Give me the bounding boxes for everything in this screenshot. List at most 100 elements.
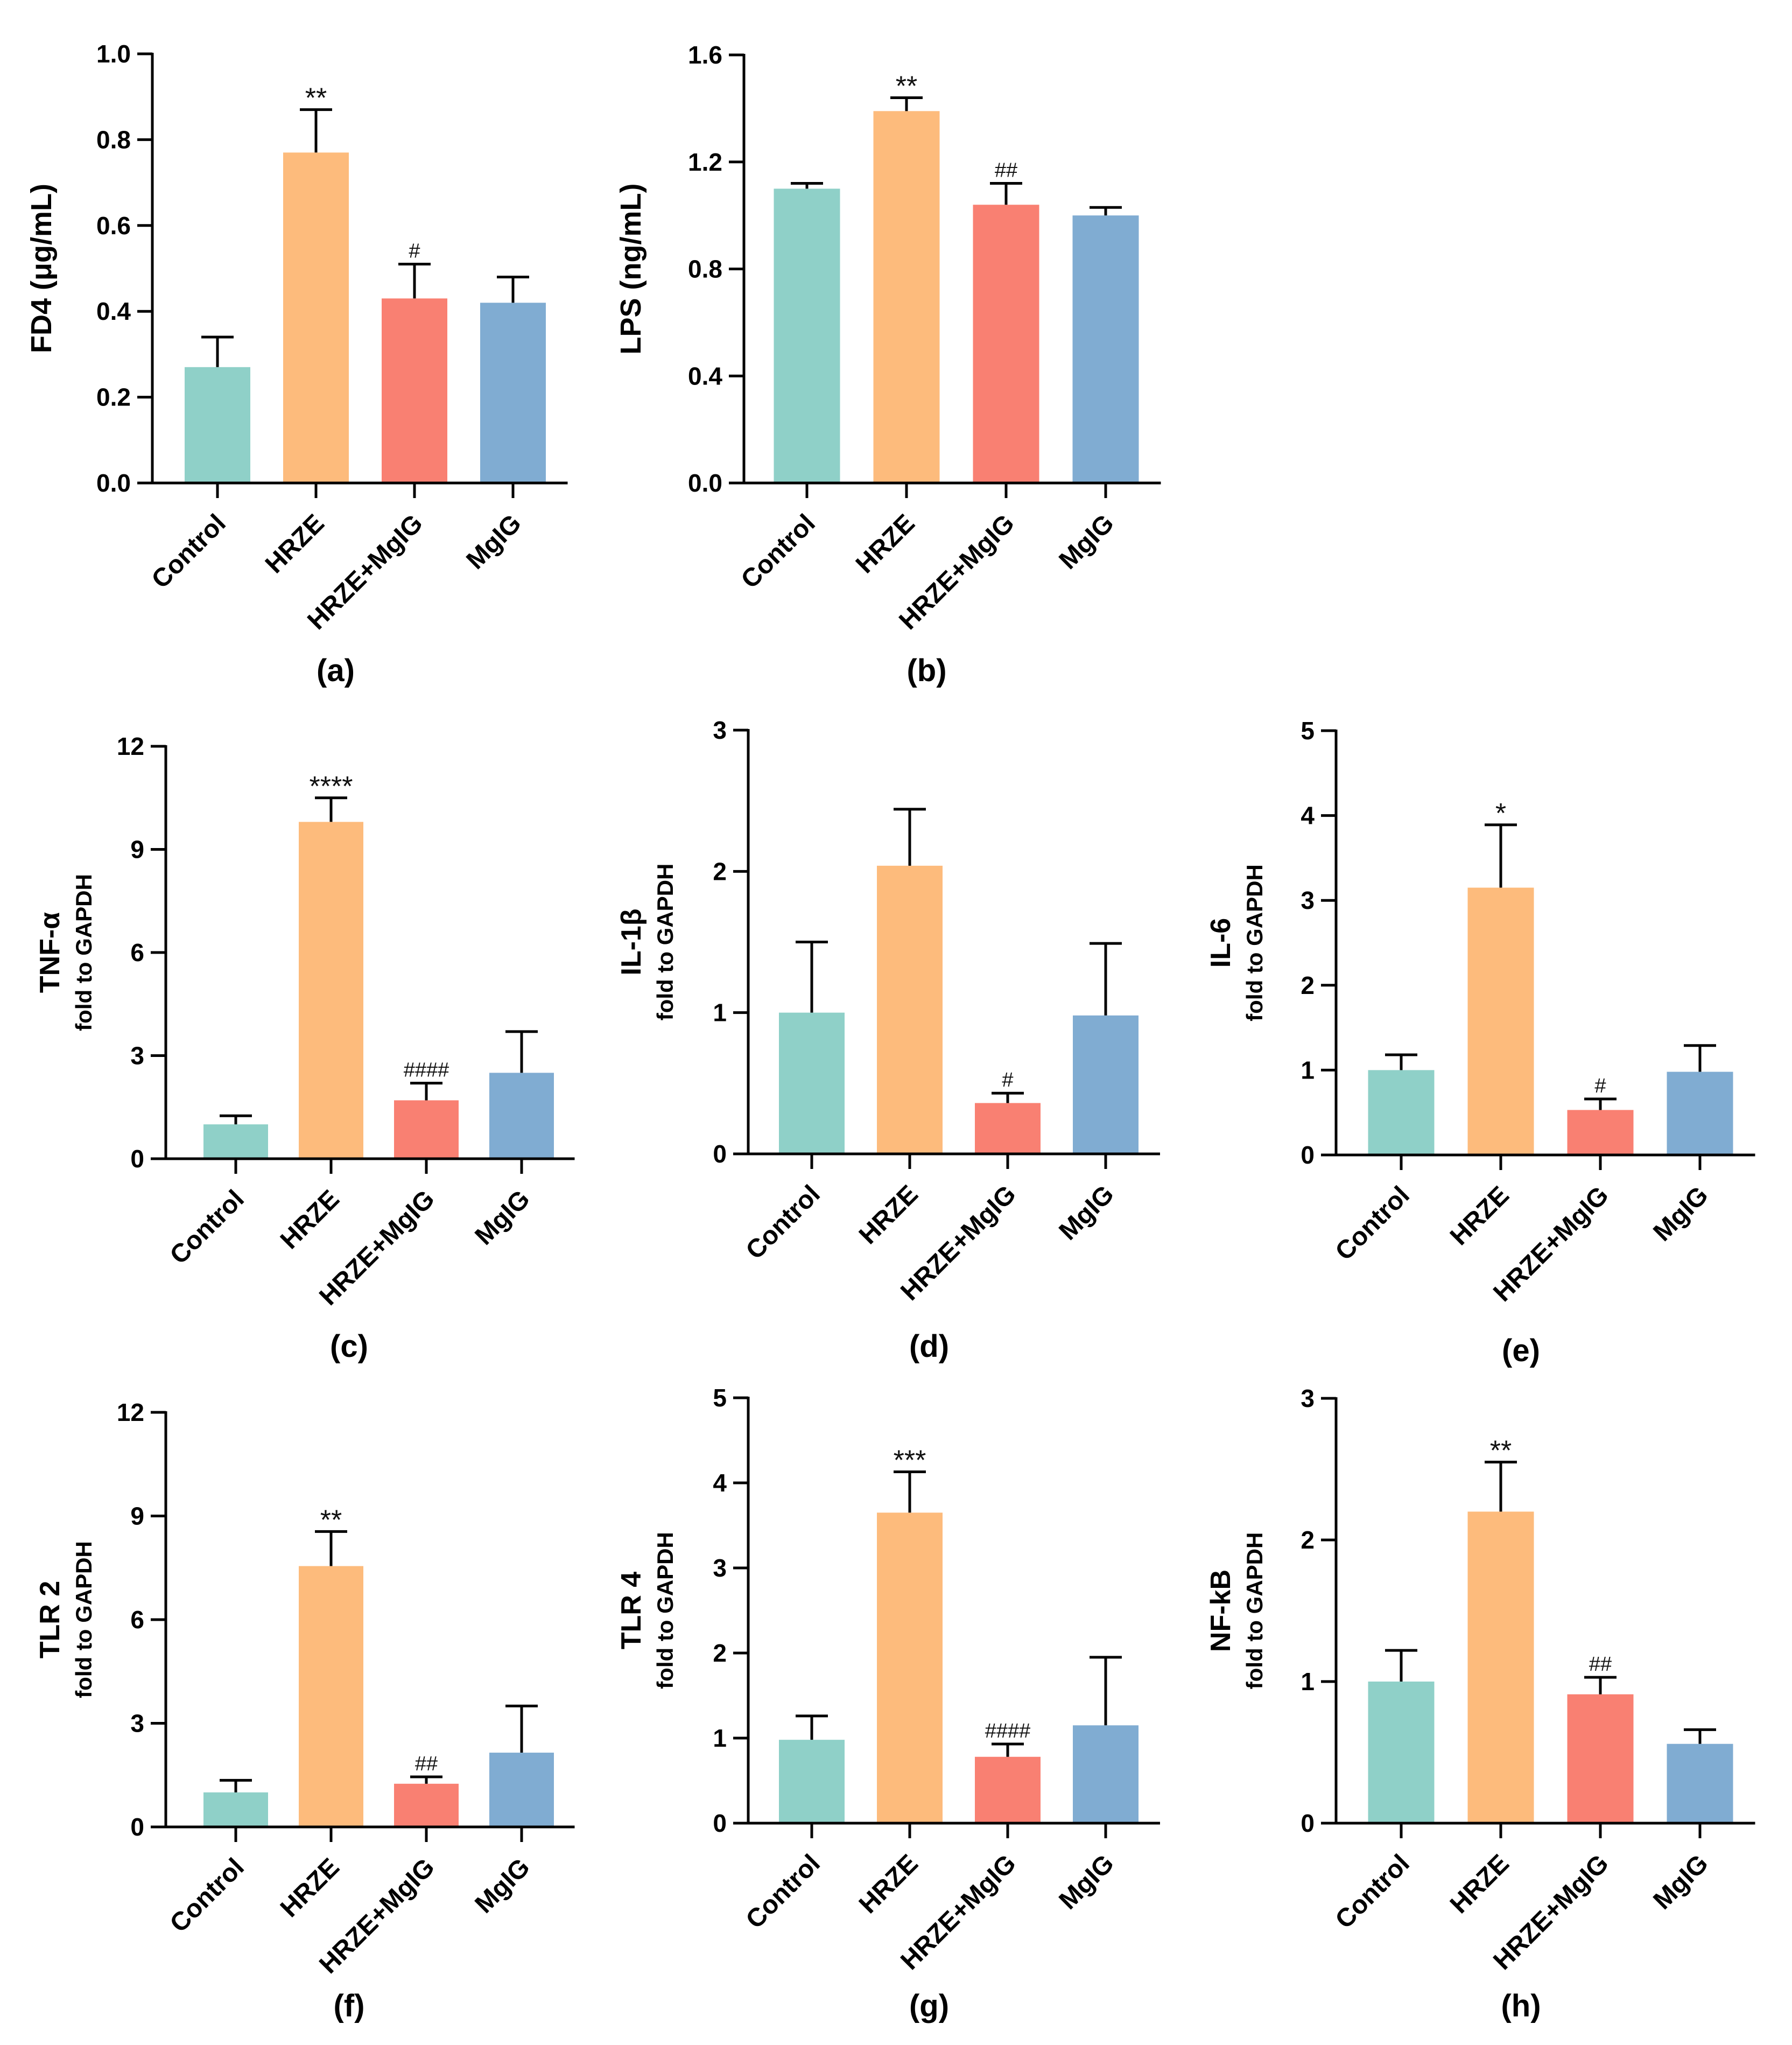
- x-tick-label: HRZE: [1445, 1849, 1515, 1919]
- y-tick-label: 0.2: [96, 383, 131, 411]
- error-bar: [992, 1091, 1024, 1103]
- x-tick-label: HRZE: [854, 1180, 924, 1250]
- bar-control: [203, 1792, 268, 1827]
- error-bar: [300, 108, 332, 153]
- y-axis-title: TLR 4: [616, 1572, 647, 1650]
- significance-mark: ##: [415, 1753, 438, 1775]
- bar-mgig: [1667, 1071, 1733, 1155]
- x-tick-label: Control: [1330, 1181, 1415, 1266]
- significance-mark: *: [1495, 798, 1506, 829]
- x-tick-label: Control: [741, 1849, 826, 1934]
- y-tick-label: 3: [130, 1042, 144, 1070]
- y-tick-label: 1: [1301, 1056, 1315, 1084]
- x-tick-label: MgIG: [1053, 509, 1119, 575]
- x-tick-label: HRZE: [260, 509, 330, 579]
- bar-hrze: [299, 1566, 363, 1827]
- bar-hrze-mgig: [1567, 1694, 1634, 1823]
- bar-hrze-mgig: [394, 1100, 459, 1159]
- significance-mark: ####: [985, 1720, 1031, 1742]
- y-tick-label: 1: [713, 999, 727, 1027]
- panel-label: (d): [909, 1329, 949, 1364]
- panel-label: (b): [906, 653, 946, 688]
- error-bar: [796, 1714, 828, 1740]
- error-bar: [315, 796, 347, 822]
- panel-label: (g): [909, 1988, 949, 2023]
- error-bar: [990, 182, 1022, 205]
- x-tick-label: Control: [741, 1180, 826, 1265]
- panel-label: (c): [330, 1329, 368, 1364]
- y-axis-title: TNF-α: [34, 912, 66, 993]
- x-tick-label: MgIG: [469, 1853, 535, 1918]
- panel-label: (f): [334, 1988, 365, 2023]
- bar-mgig: [489, 1753, 554, 1827]
- y-tick-label: 4: [713, 1469, 727, 1497]
- bar-control: [1368, 1070, 1435, 1155]
- y-tick-label: 1: [1301, 1668, 1315, 1696]
- y-axis-subtitle: fold to GAPDH: [652, 1532, 678, 1689]
- x-tick-label: HRZE: [851, 509, 920, 579]
- error-bar: [398, 263, 431, 299]
- y-tick-label: 5: [713, 1384, 727, 1412]
- y-tick-label: 1: [713, 1724, 727, 1752]
- bar-control: [779, 1740, 845, 1823]
- bar-hrze: [877, 1512, 943, 1823]
- y-tick-label: 6: [130, 939, 144, 967]
- error-bar: [894, 1470, 926, 1513]
- y-axis-title: IL-6: [1205, 918, 1236, 968]
- x-tick-label: MgIG: [1053, 1180, 1119, 1245]
- axes: [1334, 1397, 1755, 1825]
- error-bar: [315, 1530, 347, 1566]
- axes: [747, 1397, 1160, 1825]
- bar-mgig: [1667, 1743, 1733, 1823]
- error-bar: [505, 1030, 538, 1073]
- bar-hrze-mgig: [382, 298, 447, 483]
- y-axis-subtitle: fold to GAPDH: [652, 864, 678, 1021]
- error-bar: [1385, 1649, 1417, 1682]
- y-tick-label: 12: [117, 1398, 144, 1426]
- bar-mgig: [489, 1073, 554, 1159]
- bar-mgig: [480, 303, 546, 483]
- y-tick-label: 3: [1301, 1384, 1315, 1412]
- y-tick-label: 1.0: [96, 40, 131, 68]
- y-tick-label: 0.8: [688, 255, 722, 283]
- bar-hrze-mgig: [1567, 1110, 1634, 1155]
- y-tick-label: 0: [1301, 1141, 1315, 1169]
- y-axis-subtitle: fold to GAPDH: [71, 1541, 96, 1698]
- significance-mark: **: [320, 1504, 342, 1536]
- x-tick-label: Control: [1330, 1849, 1415, 1934]
- bar-hrze: [299, 822, 363, 1159]
- bar-hrze: [877, 865, 943, 1154]
- y-tick-label: 0: [1301, 1809, 1315, 1837]
- y-axis-title: LPS (ng/mL): [615, 184, 647, 355]
- bar-hrze: [873, 111, 940, 483]
- x-tick-label: HRZE: [1445, 1181, 1515, 1251]
- y-tick-label: 3: [713, 1554, 727, 1582]
- y-tick-label: 2: [713, 1639, 727, 1667]
- y-axis-title: NF-kB: [1205, 1570, 1236, 1652]
- significance-mark: ##: [1589, 1653, 1612, 1676]
- error-bar: [1584, 1097, 1617, 1110]
- error-bar: [1584, 1676, 1617, 1694]
- x-tick-label: Control: [146, 509, 231, 594]
- significance-mark: #: [409, 240, 420, 263]
- y-tick-label: 9: [130, 836, 144, 864]
- x-tick-label: HRZE: [275, 1853, 345, 1923]
- x-tick-label: Control: [165, 1185, 250, 1270]
- panel-label: (a): [317, 653, 355, 688]
- panel-label: (h): [1501, 1988, 1541, 2023]
- y-tick-label: 1.6: [688, 41, 722, 69]
- bar-control: [203, 1124, 268, 1159]
- bar-hrze-mgig: [394, 1783, 459, 1827]
- y-tick-label: 0.6: [96, 212, 131, 240]
- y-tick-label: 0: [130, 1813, 144, 1841]
- panel-label: (e): [1502, 1333, 1540, 1368]
- axes: [1334, 730, 1755, 1157]
- x-tick-label: MgIG: [469, 1185, 535, 1250]
- y-tick-label: 0: [713, 1809, 727, 1837]
- y-tick-label: 0.4: [96, 297, 131, 325]
- significance-mark: **: [1490, 1435, 1512, 1466]
